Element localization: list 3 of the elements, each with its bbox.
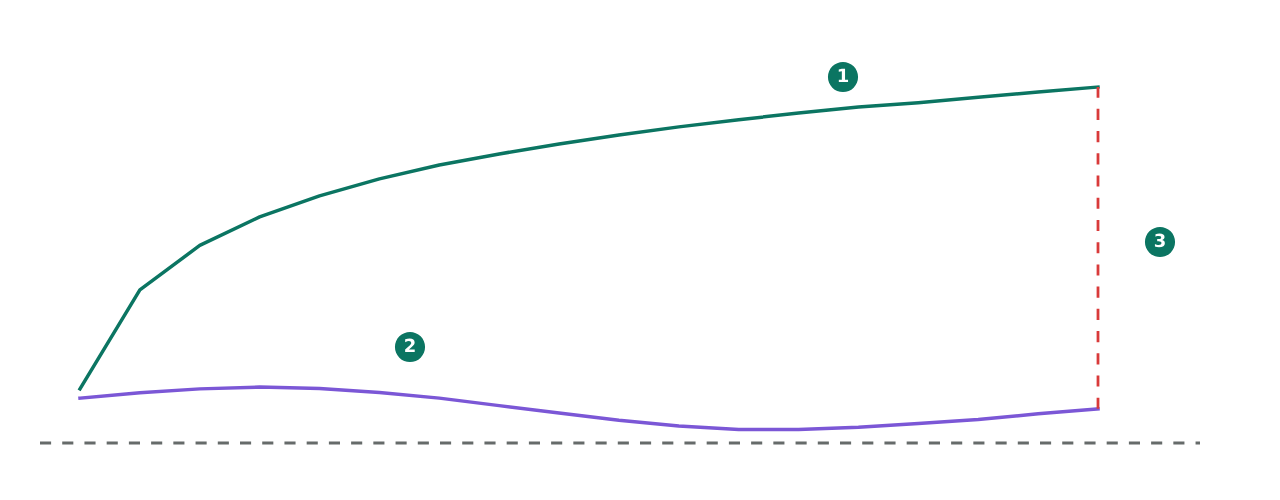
- text: 1: [838, 68, 849, 82]
- text: 3: [1154, 233, 1165, 248]
- annotation: 2: [405, 338, 415, 352]
